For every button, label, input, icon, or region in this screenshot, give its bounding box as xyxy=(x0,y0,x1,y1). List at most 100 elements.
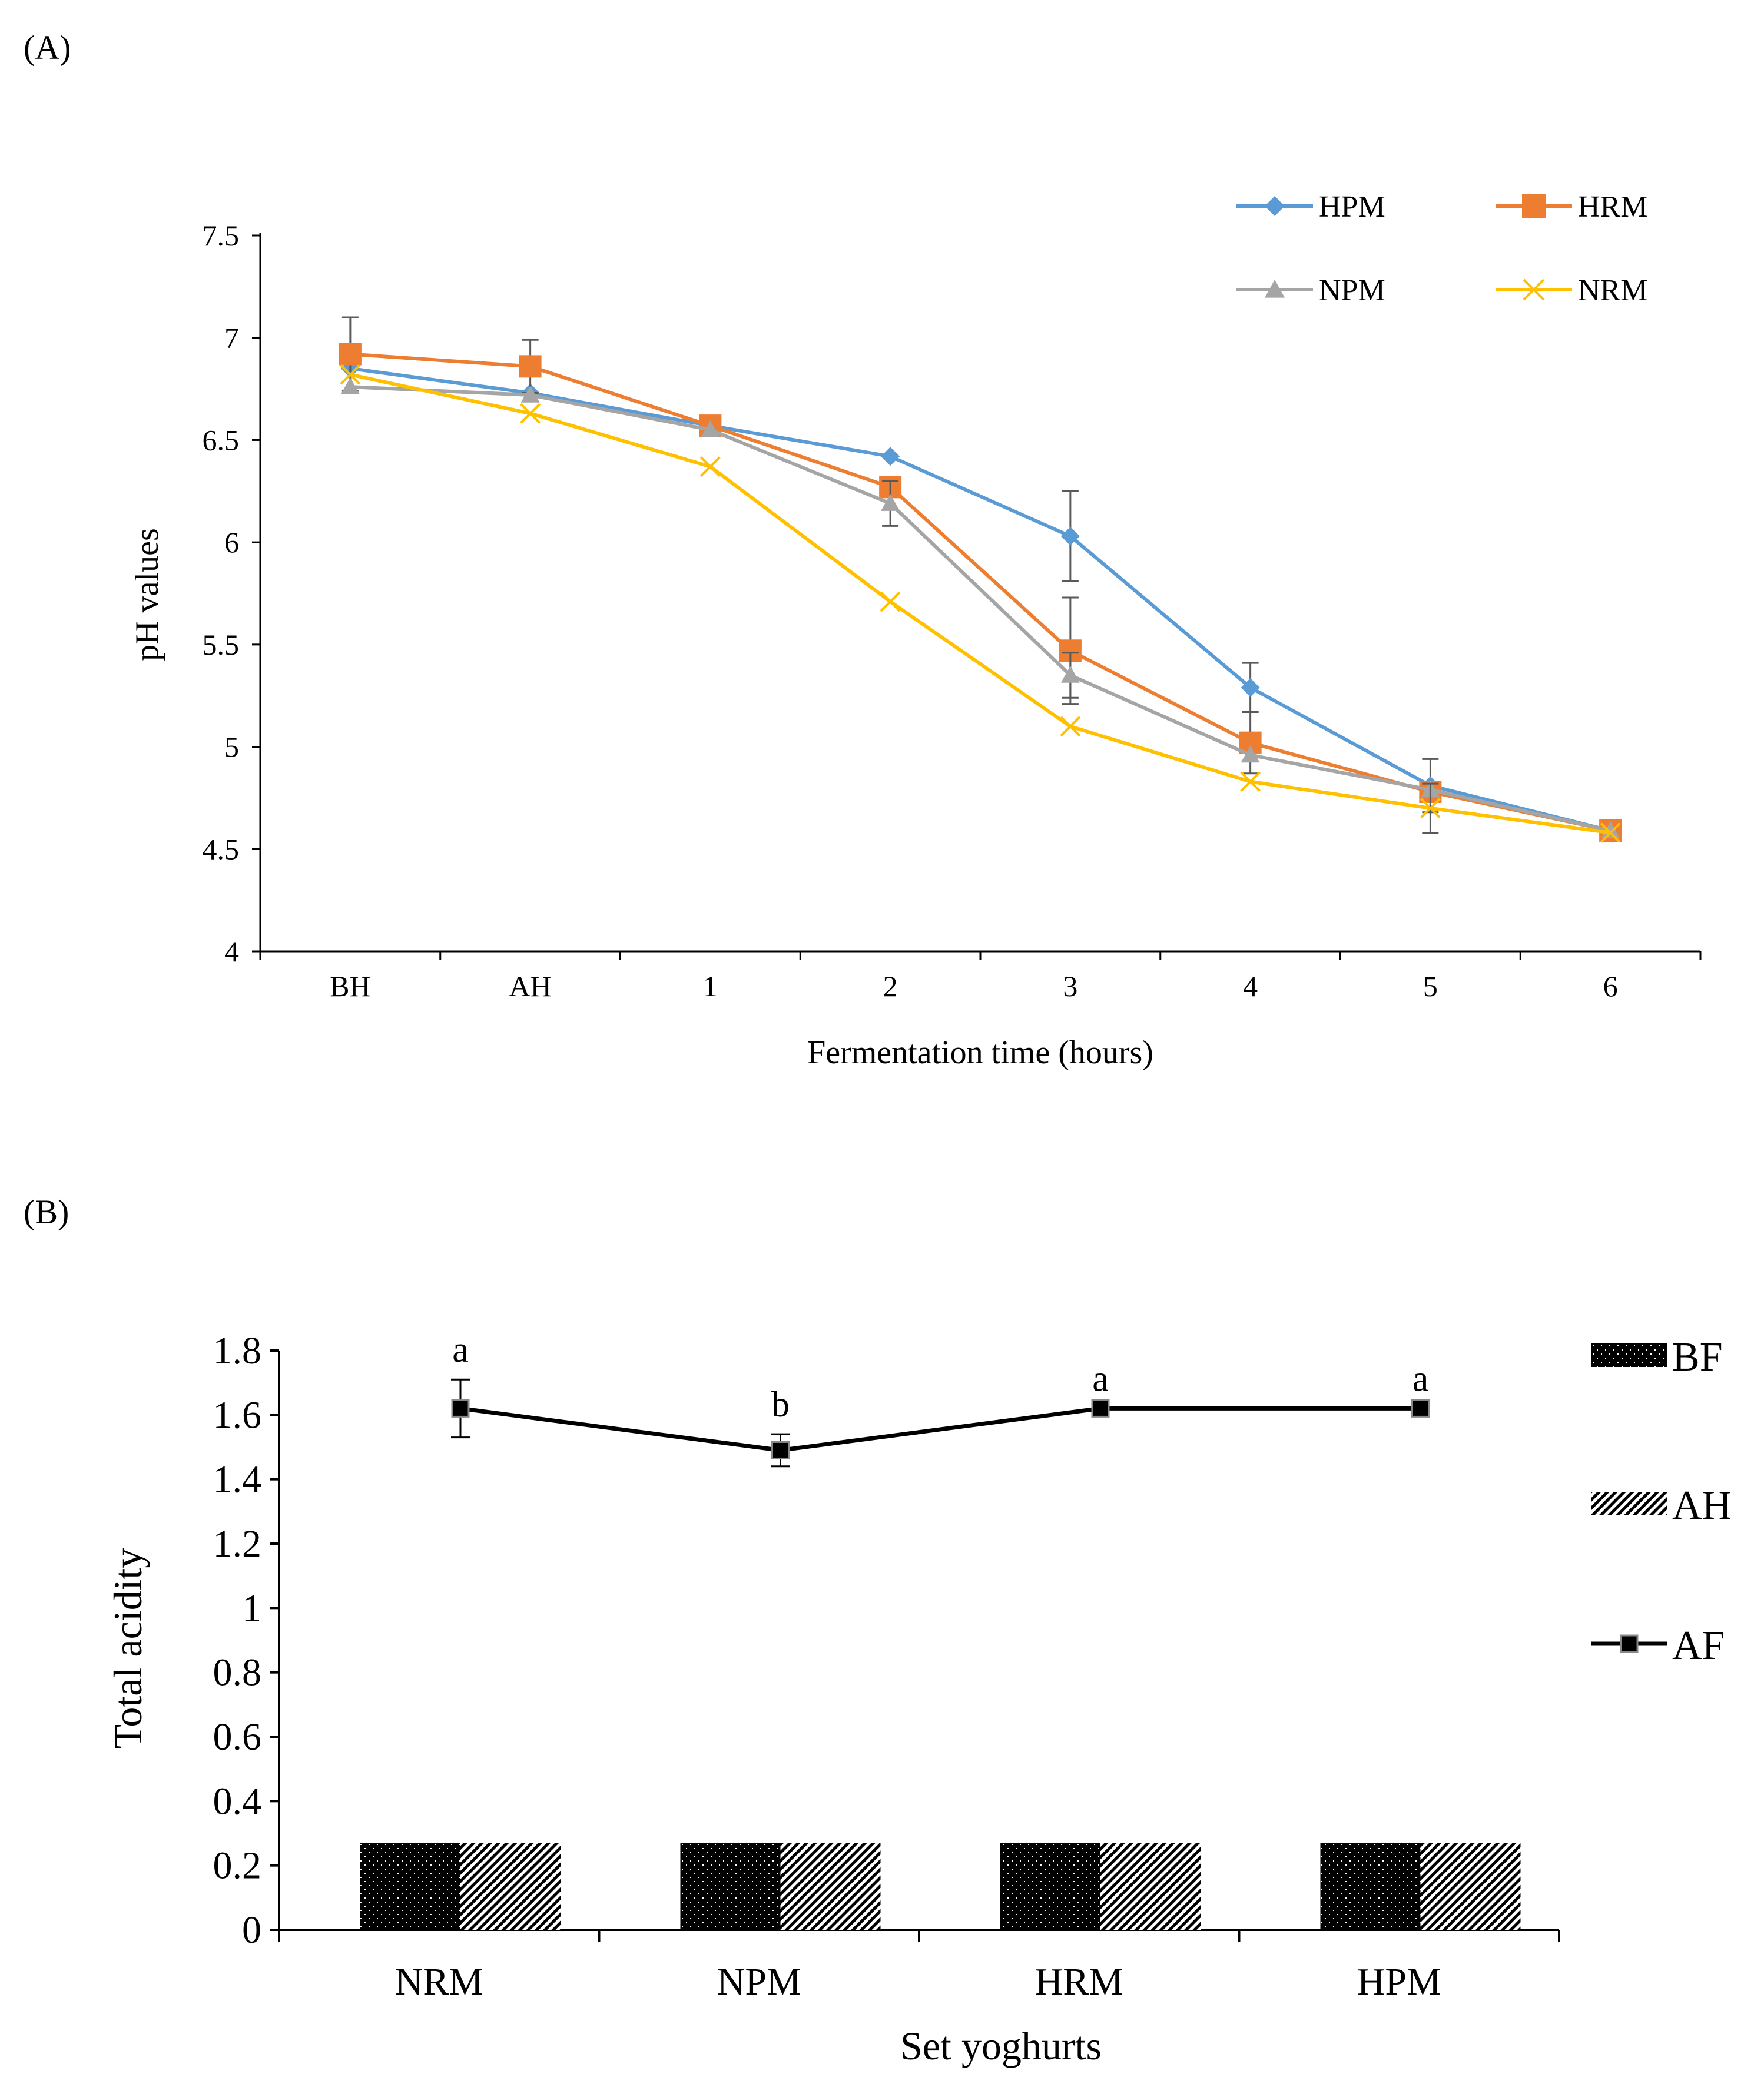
x-axis-title: Fermentation time (hours) xyxy=(807,1034,1153,1071)
significance-letter: a xyxy=(452,1330,469,1370)
legend-label: HPM xyxy=(1319,190,1385,224)
data-point xyxy=(699,456,721,477)
legend-label: NRM xyxy=(1578,274,1647,307)
legend-item-hrm: HRM xyxy=(1496,190,1647,224)
y-tick-label: 1 xyxy=(242,1587,261,1630)
data-point xyxy=(1600,822,1621,843)
x-tick-label: 6 xyxy=(1603,970,1618,1003)
x-tick-label: AH xyxy=(509,970,552,1003)
bar-bf xyxy=(680,1843,781,1930)
y-axis-title: pH values xyxy=(129,528,165,661)
data-point xyxy=(1601,821,1620,838)
data-point xyxy=(880,591,901,612)
bar-ah xyxy=(1100,1843,1201,1930)
data-point xyxy=(881,447,900,466)
series-npm xyxy=(340,377,1620,838)
x-tick-label: HPM xyxy=(1357,1960,1441,2003)
data-point xyxy=(451,1399,470,1418)
y-axis-title: Total acidity xyxy=(105,1548,150,1749)
y-tick-label: 4 xyxy=(224,935,239,968)
y-tick-label: 1.4 xyxy=(213,1458,262,1501)
legend-marker xyxy=(1522,194,1546,218)
bar-bf xyxy=(360,1843,460,1930)
x-tick-label: NPM xyxy=(717,1960,801,2003)
x-tick-label: NRM xyxy=(395,1960,483,2003)
y-tick-label: 0.6 xyxy=(213,1716,262,1759)
y-tick-label: 0 xyxy=(242,1909,261,1952)
legend-marker xyxy=(1265,196,1285,216)
data-point xyxy=(881,494,900,511)
series-af: a b a a xyxy=(451,1330,1430,1468)
x-tick-label: HRM xyxy=(1035,1960,1123,2003)
bar-ah xyxy=(460,1843,561,1930)
y-tick-label: 6.5 xyxy=(203,423,240,456)
y-tick-label: 1.2 xyxy=(213,1522,262,1565)
data-point xyxy=(1240,771,1261,792)
significance-letter: a xyxy=(1412,1359,1429,1399)
x-tick-label: 1 xyxy=(703,970,718,1003)
data-point xyxy=(1241,745,1260,763)
y-tick-label: 0.8 xyxy=(213,1651,262,1694)
y-tick-label: 0.4 xyxy=(213,1780,262,1823)
panel-b-label: (B) xyxy=(24,1193,69,1231)
chart-a-ph: 4 4.5 5 5.5 6 6.5 7 7.5 BH AH 1 2 3 4 5 6 Fermentation t… xyxy=(129,190,1702,1071)
x-tick-label: BH xyxy=(330,970,370,1003)
legend-marker xyxy=(1265,280,1285,298)
series-hpm xyxy=(340,359,1620,841)
legend-marker xyxy=(1620,1634,1639,1653)
data-point xyxy=(771,1441,790,1459)
chart-b-total-acidity: 0 0.2 0.4 0.6 0.8 1 1.2 1.4 1.6 1.8 NRM NPM HRM HPM Se… xyxy=(105,1329,1732,2068)
x-tick-label: 2 xyxy=(883,970,898,1003)
bar-bf xyxy=(1000,1843,1100,1930)
panel-a-label: (A) xyxy=(24,28,71,67)
legend-label: NPM xyxy=(1319,274,1385,307)
y-tick-label: 0.2 xyxy=(213,1844,262,1887)
legend-item-bf: BF xyxy=(1591,1335,1723,1380)
y-tick-label: 1.6 xyxy=(213,1393,262,1436)
y-tick-label: 7.5 xyxy=(203,219,240,252)
legend-swatch xyxy=(1591,1492,1667,1515)
data-point xyxy=(1060,665,1080,683)
series-line-hpm xyxy=(350,366,1611,832)
data-point xyxy=(519,355,542,378)
significance-letter: a xyxy=(1092,1359,1109,1399)
bar-bf xyxy=(1320,1843,1421,1930)
legend-item-ah: AH xyxy=(1591,1483,1732,1528)
data-point xyxy=(1241,678,1260,697)
y-tick-label: 4.5 xyxy=(203,832,240,865)
legend-item-af: AF xyxy=(1591,1623,1725,1668)
series-nrm xyxy=(340,364,1621,843)
legend-item-npm: NPM xyxy=(1236,274,1385,307)
legend-marker xyxy=(1523,278,1545,301)
x-tick-label: 5 xyxy=(1423,970,1438,1003)
data-point xyxy=(520,403,541,424)
y-tick-label: 5.5 xyxy=(203,628,240,661)
data-point xyxy=(520,385,540,403)
series-line-nrm xyxy=(350,373,1611,835)
data-point xyxy=(1060,716,1081,737)
bar-ah xyxy=(780,1843,881,1930)
x-tick-label: 3 xyxy=(1063,970,1077,1003)
legend-item-hpm: HPM xyxy=(1236,190,1385,224)
y-tick-label: 6 xyxy=(224,526,239,559)
y-tick-label: 7 xyxy=(224,321,239,354)
legend-label: AH xyxy=(1672,1483,1732,1528)
legend-swatch xyxy=(1591,1343,1667,1367)
data-point xyxy=(701,420,720,437)
y-tick-label: 1.8 xyxy=(213,1329,262,1372)
data-point xyxy=(339,343,362,366)
series-line-hrm xyxy=(350,352,1611,832)
data-point xyxy=(340,377,360,394)
series-line-af xyxy=(460,1406,1421,1452)
data-point xyxy=(1091,1399,1110,1418)
data-point xyxy=(340,364,361,385)
data-point xyxy=(1420,798,1441,819)
bar-ah xyxy=(1420,1843,1521,1930)
x-axis-title: Set yoghurts xyxy=(900,2023,1102,2068)
data-point xyxy=(1060,526,1080,546)
legend-label: AF xyxy=(1672,1623,1725,1668)
legend-item-nrm: NRM xyxy=(1496,274,1647,307)
x-tick-label: 4 xyxy=(1243,970,1258,1003)
series-line-npm xyxy=(350,385,1611,832)
